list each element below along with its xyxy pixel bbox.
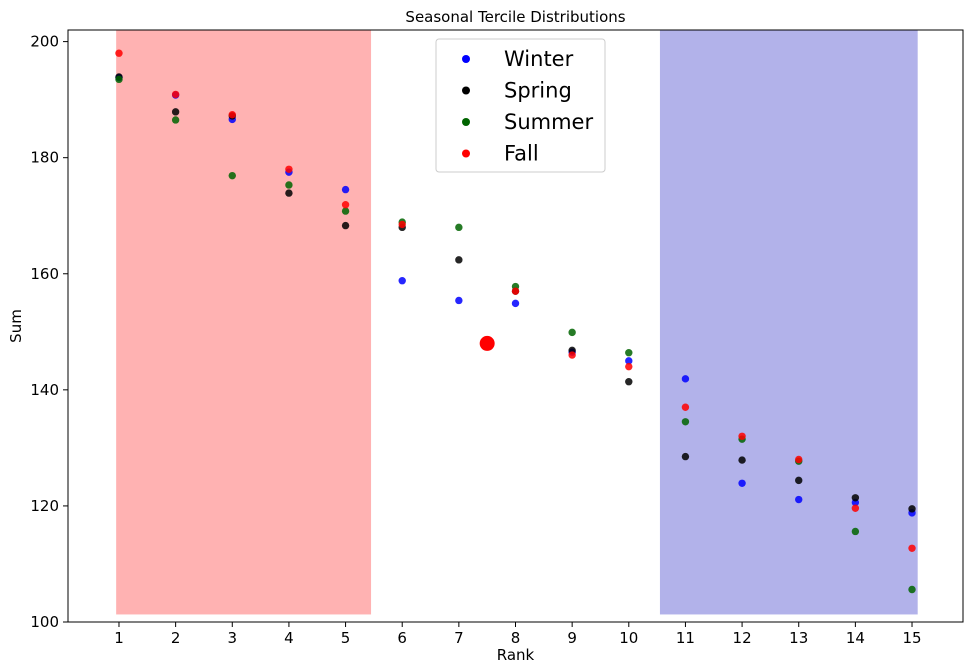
legend-marker-winter xyxy=(462,55,470,63)
summer-point-2 xyxy=(171,116,180,124)
x-tick-label: 14 xyxy=(846,629,865,647)
fall-point-13 xyxy=(851,504,860,512)
summer-point-15 xyxy=(908,585,916,594)
winter-point-8 xyxy=(511,299,520,308)
fall-point-6 xyxy=(398,220,406,229)
winter-point-5 xyxy=(341,185,350,194)
x-tick-label: 8 xyxy=(511,629,521,647)
spring-point-15 xyxy=(908,505,916,513)
shaded-region-2 xyxy=(659,30,918,615)
legend-box xyxy=(435,38,606,173)
winter-point-12 xyxy=(738,479,746,487)
x-tick-label: 4 xyxy=(284,629,294,647)
fall-point-9 xyxy=(625,362,633,371)
legend-marker-fall xyxy=(462,149,470,158)
spring-point-11 xyxy=(681,452,690,461)
fall-point-14 xyxy=(908,544,916,552)
winter-point-7 xyxy=(455,296,463,305)
data-points xyxy=(115,49,916,594)
summer-point-10 xyxy=(625,348,633,357)
summer-point-7 xyxy=(455,223,463,232)
y-ticks: 100 120 140 160 180 200 xyxy=(30,33,68,631)
legend: Winter Spring Summer Fall xyxy=(435,38,606,173)
spring-point-4 xyxy=(285,189,293,197)
x-ticks: 1 2 3 4 5 6 7 8 9 10 11 12 13 14 15 xyxy=(114,622,922,647)
winter-point-6 xyxy=(398,277,406,285)
x-tick-label: 12 xyxy=(733,629,752,647)
summer-point-14 xyxy=(851,527,860,536)
legend-marker-spring xyxy=(462,86,470,95)
y-tick-label: 180 xyxy=(30,149,59,167)
fall-point-1 xyxy=(115,49,123,57)
fall-point-2 xyxy=(171,90,180,99)
fall-point-3 xyxy=(228,111,236,119)
shaded-regions xyxy=(116,30,918,615)
spring-point-12 xyxy=(738,456,746,464)
winter-point-11 xyxy=(681,375,690,383)
summer-point-9 xyxy=(568,328,576,337)
fall-point-8 xyxy=(568,351,576,359)
x-tick-label: 5 xyxy=(341,629,351,647)
y-tick-label: 160 xyxy=(30,265,59,283)
fall-point-4 xyxy=(285,165,293,173)
x-tick-label: 13 xyxy=(789,629,808,647)
y-tick-label: 120 xyxy=(30,497,59,515)
x-tick-label: 11 xyxy=(676,629,695,647)
spring-point-14 xyxy=(851,494,860,502)
x-tick-label: 1 xyxy=(114,629,124,647)
legend-label-spring: Spring xyxy=(504,79,572,103)
x-tick-label: 7 xyxy=(454,629,464,647)
summer-point-1 xyxy=(115,75,123,84)
legend-label-fall: Fall xyxy=(504,142,539,166)
summer-point-4 xyxy=(285,181,293,189)
y-tick-label: 100 xyxy=(30,613,59,631)
x-tick-label: 2 xyxy=(171,629,181,647)
spring-point-13 xyxy=(795,476,803,485)
x-tick-label: 10 xyxy=(619,629,638,647)
spring-point-10 xyxy=(625,378,633,386)
x-tick-label: 6 xyxy=(397,629,407,647)
y-tick-label: 200 xyxy=(30,33,59,51)
x-tick-label: 15 xyxy=(902,629,921,647)
spring-point-2 xyxy=(171,108,180,116)
summer-point-11 xyxy=(681,418,690,426)
y-tick-label: 140 xyxy=(30,381,59,399)
chart-title: Seasonal Tercile Distributions xyxy=(405,8,625,26)
highlight-point xyxy=(479,335,495,351)
fall-point-11 xyxy=(738,432,746,440)
fall-point-10 xyxy=(681,403,690,411)
shaded-region-1 xyxy=(116,30,372,615)
winter-point-10 xyxy=(625,357,633,365)
fall-point-7 xyxy=(511,287,520,295)
summer-point-5 xyxy=(341,207,350,215)
y-axis-label: Sum xyxy=(7,309,25,343)
legend-marker-summer xyxy=(462,118,470,126)
summer-point-3 xyxy=(228,171,236,180)
legend-label-winter: Winter xyxy=(504,47,574,71)
x-tick-label: 9 xyxy=(567,629,577,647)
spring-point-5 xyxy=(341,221,350,230)
legend-label-summer: Summer xyxy=(504,110,593,134)
spring-point-7 xyxy=(455,256,463,264)
winter-point-13 xyxy=(795,495,803,504)
fall-point-5 xyxy=(341,200,350,209)
x-tick-label: 3 xyxy=(227,629,237,647)
x-axis-label: Rank xyxy=(497,646,535,664)
fall-point-12 xyxy=(795,455,803,464)
